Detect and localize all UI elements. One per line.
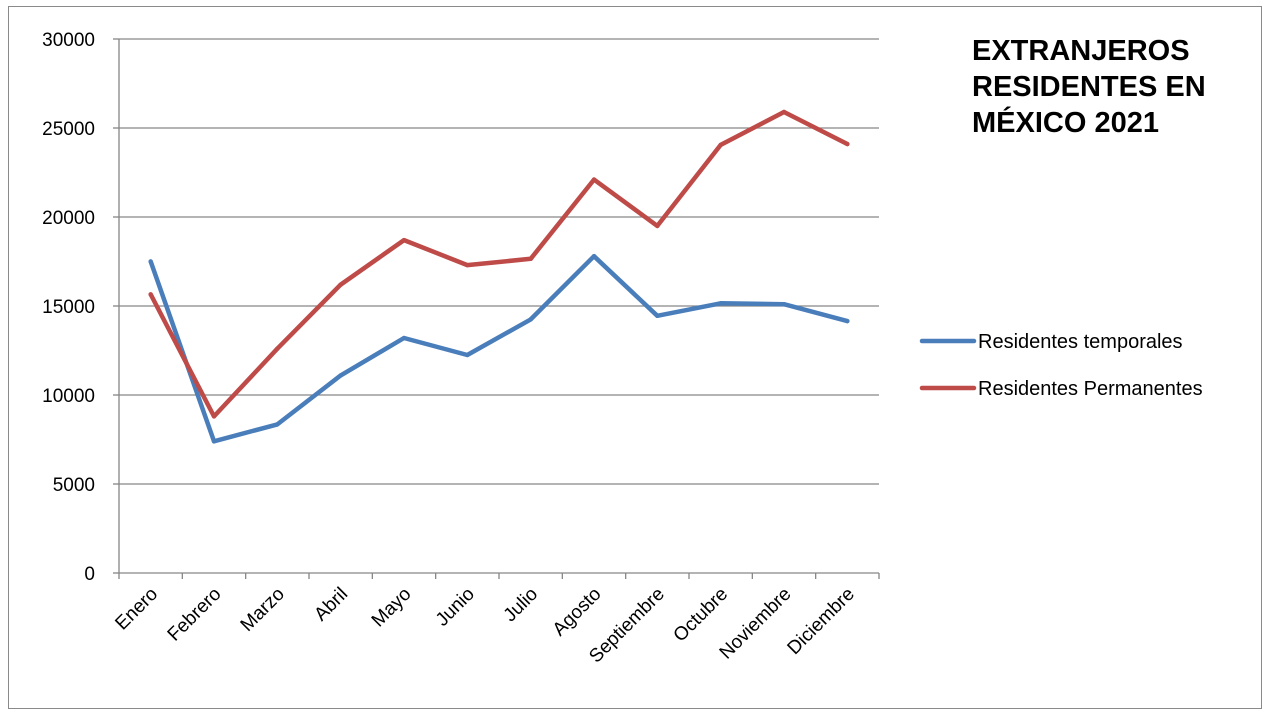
data-point [591, 177, 597, 182]
y-tick-labels: 0 5000 10000 15000 20000 25000 30000 [42, 30, 95, 585]
data-point [718, 301, 723, 306]
data-point [338, 282, 343, 287]
x-tick-label: Enero [112, 584, 163, 635]
data-point [275, 422, 280, 427]
gridlines [119, 38, 879, 485]
y-tick-label: 0 [84, 564, 95, 585]
data-point [591, 253, 597, 259]
data-point [655, 313, 660, 318]
x-tick-label: Febrero [164, 584, 226, 646]
axes [113, 38, 880, 579]
y-tick-label: 30000 [42, 30, 95, 51]
data-point [845, 141, 850, 147]
legend-label: Residentes Permanentes [978, 378, 1203, 400]
data-point [465, 262, 470, 268]
data-point [338, 373, 343, 378]
chart-title-line-1: EXTRANJEROS [972, 35, 1190, 67]
data-point [148, 292, 153, 297]
data-point [211, 414, 217, 419]
data-point [528, 256, 533, 262]
data-point [718, 142, 723, 148]
series-line-1 [148, 253, 850, 444]
series-line-2 [148, 109, 850, 419]
data-point [781, 109, 787, 115]
chart-title-line-2: RESIDENTES EN [972, 71, 1206, 103]
data-point [211, 439, 217, 444]
y-tick-label: 5000 [53, 475, 95, 496]
series-lines [148, 109, 850, 444]
y-tick-label: 10000 [42, 386, 95, 407]
legend: Residentes temporales Residentes Permanen… [919, 331, 1203, 400]
data-point [781, 302, 787, 307]
data-point [655, 223, 660, 229]
x-tick-label: Abril [310, 584, 352, 626]
x-tick-label: Marzo [237, 584, 289, 636]
data-point [401, 237, 407, 243]
legend-label: Residentes temporales [978, 331, 1183, 353]
x-tick-label: Mayo [368, 584, 416, 632]
chart-frame [8, 6, 1262, 709]
y-tick-label: 25000 [42, 119, 95, 140]
y-tick-label: 15000 [42, 297, 95, 318]
x-tick-label: Julio [500, 584, 542, 626]
chart-title-line-3: MÉXICO 2021 [972, 105, 1159, 139]
data-point [465, 352, 470, 358]
data-point [148, 259, 153, 264]
x-tick-label: Octubre [670, 584, 733, 647]
y-tick-label: 20000 [42, 208, 95, 229]
chart-title: EXTRANJEROS RESIDENTES EN MÉXICO 2021 [972, 35, 1206, 139]
data-point [845, 318, 850, 324]
data-point [275, 346, 280, 351]
x-tick-label: Agosto [549, 584, 606, 641]
x-tick-label: Junio [432, 584, 479, 631]
x-tick-label: Diciembre [784, 584, 859, 659]
data-point [528, 317, 533, 322]
x-tick-labels: Enero Febrero Marzo Abril Mayo Junio Julio Agos… [112, 584, 859, 668]
data-point [401, 335, 407, 341]
